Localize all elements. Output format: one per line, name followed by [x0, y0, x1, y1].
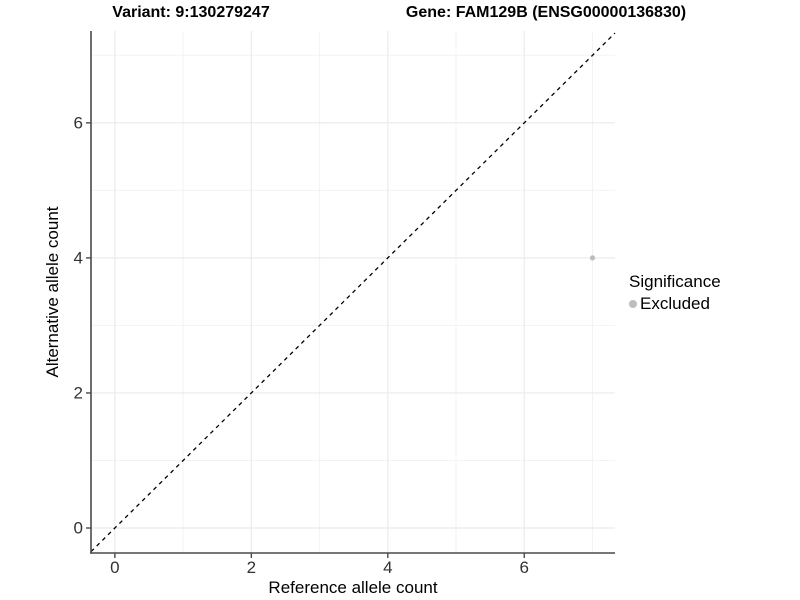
y-tick-label: 4 — [74, 248, 83, 267]
legend: Significance Excluded — [629, 272, 721, 314]
identity-dashed-line — [90, 32, 616, 553]
y-tick-label: 6 — [74, 113, 83, 132]
x-tick-label: 6 — [520, 558, 529, 577]
data-point — [589, 255, 596, 261]
legend-marker-circle-icon — [629, 300, 637, 308]
plot-title-gene: Gene: FAM129B (ENSG00000136830) — [405, 4, 687, 21]
legend-item-label: Excluded — [640, 294, 710, 313]
x-tick-label: 4 — [383, 558, 392, 577]
x-tick-label: 2 — [247, 558, 256, 577]
y-tick-label: 0 — [74, 519, 83, 538]
y-tick-label: 2 — [74, 383, 83, 402]
legend-item-excluded: Excluded — [629, 294, 721, 314]
legend-title: Significance — [629, 272, 721, 291]
plot-title-variant: Variant: 9:130279247 — [112, 4, 270, 21]
y-axis-title: Alternative allele count — [43, 206, 62, 378]
x-axis-title: Reference allele count — [268, 578, 438, 597]
x-tick-label: 0 — [110, 558, 119, 577]
